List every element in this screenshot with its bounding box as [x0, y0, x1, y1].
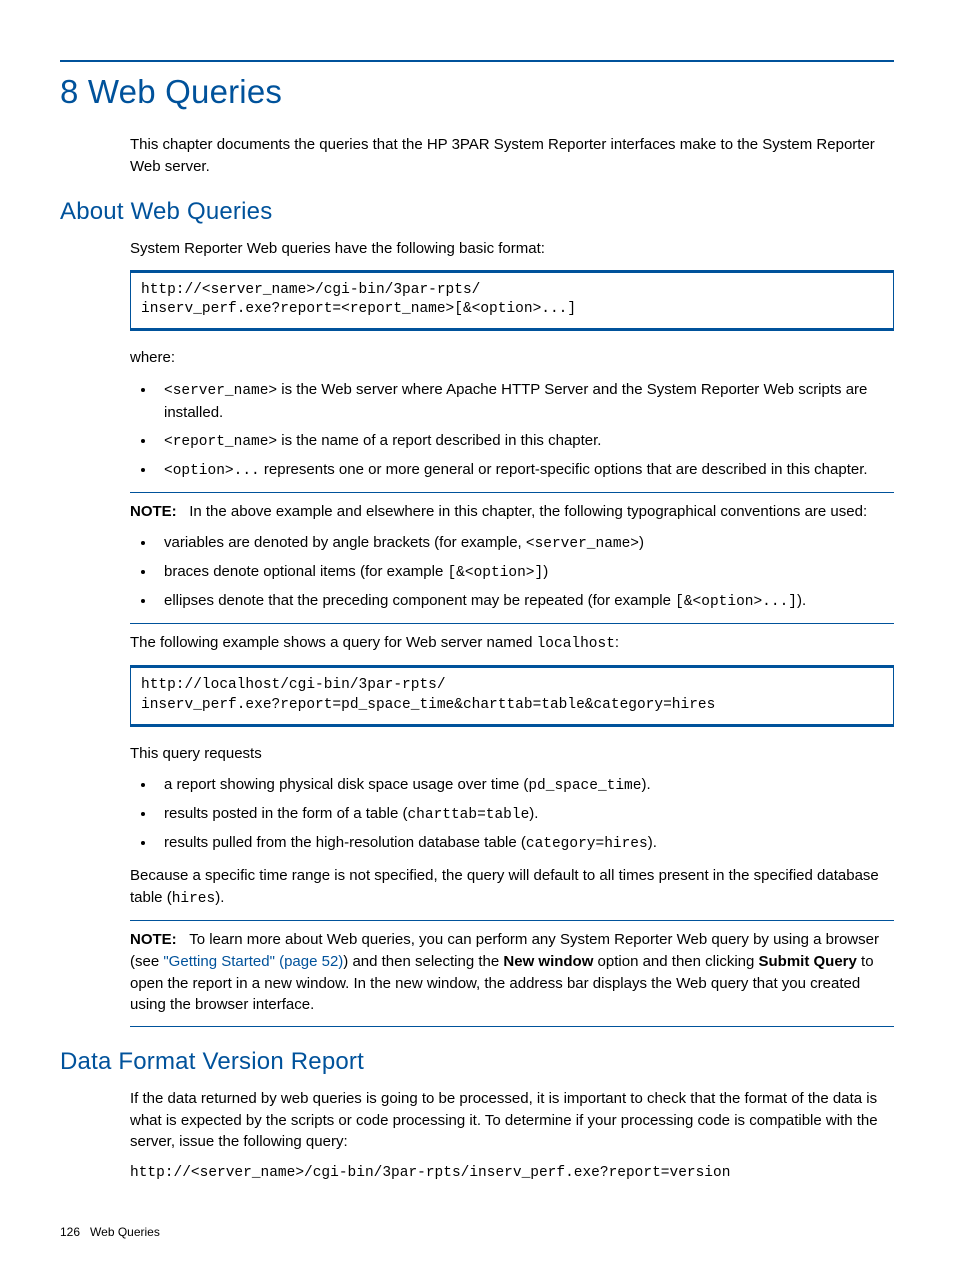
list-text: ). — [797, 592, 806, 609]
note-paragraph: NOTE: To learn more about Web queries, y… — [130, 929, 894, 1016]
text-span: : — [615, 634, 619, 651]
note-separator — [130, 920, 894, 921]
list-item: <option>... represents one or more gener… — [156, 459, 894, 482]
list-text: results posted in the form of a table ( — [164, 805, 407, 822]
about-p4: Because a specific time range is not spe… — [130, 865, 894, 910]
code-inline: pd_space_time — [528, 778, 641, 794]
code-block-example: http://localhost/cgi-bin/3par-rpts/ inse… — [130, 665, 894, 726]
note-text: In the above example and elsewhere in th… — [189, 503, 867, 520]
list-text: variables are denoted by angle brackets … — [164, 534, 526, 551]
note-text: ) and then selecting the — [343, 953, 503, 970]
list-text: ) — [639, 534, 644, 551]
note-separator — [130, 623, 894, 624]
list-text: braces denote optional items (for exampl… — [164, 563, 447, 580]
list-text: is the name of a report described in thi… — [277, 432, 601, 449]
about-p3: This query requests — [130, 743, 894, 765]
document-page: 8 Web Queries This chapter documents the… — [0, 0, 954, 1272]
list-item: ellipses denote that the preceding compo… — [156, 590, 894, 613]
code-inline: <server_name> — [164, 383, 277, 399]
bold-text: Submit Query — [759, 953, 857, 970]
code-line: http://<server_name>/cgi-bin/3par-rpts/i… — [130, 1163, 894, 1184]
text-span: The following example shows a query for … — [130, 634, 537, 651]
list-text: results pulled from the high-resolution … — [164, 834, 526, 851]
note-separator — [130, 492, 894, 493]
section-data-format-body: If the data returned by web queries is g… — [130, 1088, 894, 1184]
chapter-intro-block: This chapter documents the queries that … — [130, 134, 894, 178]
requests-list: a report showing physical disk space usa… — [130, 774, 894, 855]
bold-text: New window — [503, 953, 593, 970]
text-span: ). — [215, 889, 224, 906]
list-item: results posted in the form of a table (c… — [156, 803, 894, 826]
list-text: represents one or more general or report… — [260, 461, 868, 478]
list-item: variables are denoted by angle brackets … — [156, 532, 894, 555]
list-text: a report showing physical disk space usa… — [164, 776, 528, 793]
about-p1: System Reporter Web queries have the fol… — [130, 238, 894, 260]
footer-label: Web Queries — [90, 1225, 160, 1239]
note-text: option and then clicking — [593, 953, 758, 970]
list-text: ellipses denote that the preceding compo… — [164, 592, 675, 609]
code-block-format: http://<server_name>/cgi-bin/3par-rpts/ … — [130, 270, 894, 331]
code-inline: <server_name> — [526, 536, 639, 552]
code-inline: <report_name> — [164, 434, 277, 450]
code-inline: category=hires — [526, 836, 648, 852]
where-list: <server_name> is the Web server where Ap… — [130, 379, 894, 482]
page-footer: 126 Web Queries — [60, 1224, 894, 1241]
code-inline: [&<option>...] — [675, 594, 797, 610]
list-item: results pulled from the high-resolution … — [156, 832, 894, 855]
text-span: Because a specific time range is not spe… — [130, 867, 879, 906]
code-inline: hires — [172, 891, 216, 907]
section-heading-data-format: Data Format Version Report — [60, 1045, 894, 1080]
code-inline: charttab=table — [407, 807, 529, 823]
list-item: braces denote optional items (for exampl… — [156, 561, 894, 584]
code-inline: localhost — [537, 636, 615, 652]
data-format-p1: If the data returned by web queries is g… — [130, 1088, 894, 1153]
note-paragraph: NOTE: In the above example and elsewhere… — [130, 501, 894, 523]
section-about-body: System Reporter Web queries have the fol… — [130, 238, 894, 1027]
note-label: NOTE: — [130, 503, 177, 520]
list-text: ). — [529, 805, 538, 822]
chapter-intro-text: This chapter documents the queries that … — [130, 134, 894, 178]
page-number: 126 — [60, 1225, 80, 1239]
chapter-title: 8 Web Queries — [60, 68, 894, 116]
list-text: ). — [641, 776, 650, 793]
about-p2: The following example shows a query for … — [130, 632, 894, 655]
top-rule — [60, 60, 894, 62]
list-item: <report_name> is the name of a report de… — [156, 430, 894, 453]
note-separator — [130, 1026, 894, 1027]
code-inline: <option>... — [164, 463, 260, 479]
link-getting-started[interactable]: "Getting Started" (page 52) — [163, 953, 343, 970]
list-item: <server_name> is the Web server where Ap… — [156, 379, 894, 424]
list-text: ) — [543, 563, 548, 580]
list-text: ). — [648, 834, 657, 851]
section-heading-about: About Web Queries — [60, 195, 894, 230]
note-list: variables are denoted by angle brackets … — [130, 532, 894, 613]
code-inline: [&<option>] — [447, 565, 543, 581]
list-item: a report showing physical disk space usa… — [156, 774, 894, 797]
where-label: where: — [130, 347, 894, 369]
note-label: NOTE: — [130, 931, 177, 948]
